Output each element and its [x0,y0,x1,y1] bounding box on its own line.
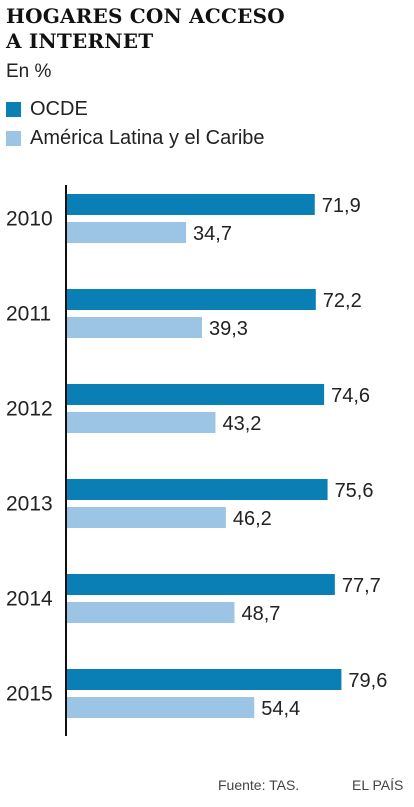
bar-alc-2010 [66,222,187,243]
bar-ocde-2010 [66,194,315,215]
legend-label-alc: América Latina y el Caribe [30,127,265,149]
data-label-ocde-2012: 74,6 [331,385,370,407]
legend-swatch-ocde [6,102,21,117]
bar-alc-2014 [66,602,235,623]
data-label-alc-2011: 39,3 [209,318,248,340]
bar-alc-2015 [66,697,255,718]
data-label-alc-2014: 48,7 [242,603,281,625]
bar-ocde-2013 [66,479,328,500]
chart-title-line-1: HOGARES CON ACCESO [6,4,285,28]
bar-ocde-2011 [66,289,316,310]
data-label-ocde-2013: 75,6 [335,480,374,502]
legend-item-alc: América Latina y el Caribe [6,124,265,153]
bar-ocde-2015 [66,669,342,690]
chart-title: HOGARES CON ACCESO A INTERNET [6,4,406,54]
bar-ocde-2012 [66,384,325,405]
legend-swatch-alc [6,131,21,146]
brand-label: EL PAÍS [352,777,404,793]
data-label-ocde-2010: 71,9 [322,195,361,217]
data-label-alc-2015: 54,4 [261,698,300,720]
data-label-alc-2010: 34,7 [193,223,232,245]
bar-alc-2011 [66,317,202,338]
tick-label-2014: 2014 [6,588,53,611]
tick-label-2013: 2013 [6,493,53,516]
bar-ocde-2014 [66,574,335,595]
data-label-ocde-2011: 72,2 [323,290,362,312]
tick-label-2010: 2010 [6,208,53,231]
data-label-alc-2013: 46,2 [233,508,272,530]
bar-alc-2012 [66,412,216,433]
legend-item-ocde: OCDE [6,95,265,124]
legend: OCDE América Latina y el Caribe [6,95,265,153]
chart-subtitle: En % [6,61,52,82]
tick-label-2011: 2011 [6,303,51,326]
source-note: Fuente: TAS. [218,777,300,793]
chart-title-line-2: A INTERNET [6,29,154,53]
data-label-ocde-2014: 77,7 [342,575,381,597]
data-label-ocde-2015: 79,6 [348,670,387,692]
legend-label-ocde: OCDE [30,98,88,120]
tick-label-2012: 2012 [6,398,53,421]
data-label-alc-2012: 43,2 [222,413,261,435]
bar-alc-2013 [66,507,226,528]
tick-label-2015: 2015 [6,683,53,706]
